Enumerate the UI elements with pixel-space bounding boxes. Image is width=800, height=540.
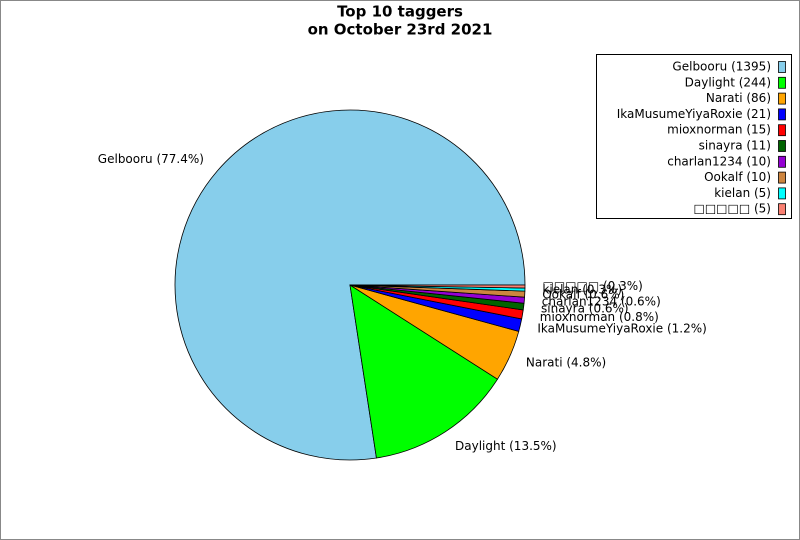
legend-label: mioxnorman (15) bbox=[667, 123, 771, 137]
pie-slice bbox=[349, 284, 526, 289]
legend-swatch bbox=[778, 92, 786, 105]
chart-title: Top 10 taggers bbox=[337, 3, 463, 21]
slice-label: kielan (0.3%) bbox=[542, 283, 622, 297]
legend-swatch bbox=[778, 61, 786, 73]
slice-label: IkaMusumeYiyaRoxie (1.2%) bbox=[537, 322, 706, 336]
legend-swatch bbox=[778, 155, 786, 168]
legend-label: Gelbooru (1395) bbox=[672, 60, 771, 74]
legend-label: sinayra (11) bbox=[699, 139, 771, 153]
legend-label: Ookalf (10) bbox=[704, 170, 771, 184]
legend-swatch bbox=[778, 108, 786, 121]
legend-swatch bbox=[778, 203, 786, 216]
legend-swatch bbox=[778, 187, 786, 200]
legend-swatch bbox=[778, 140, 786, 152]
chart-title: on October 23rd 2021 bbox=[308, 21, 493, 39]
slice-label: Ookalf (0.6%) bbox=[542, 288, 624, 302]
slice-label: charlan1234 (0.6%) bbox=[542, 294, 661, 308]
pie-slice bbox=[349, 284, 499, 459]
legend-label: Narati (86) bbox=[706, 91, 771, 105]
legend-swatch bbox=[778, 171, 786, 184]
slice-label: Narati (4.8%) bbox=[526, 356, 606, 370]
legend-label: □□□□□ (5) bbox=[693, 202, 771, 216]
legend-label: Daylight (244) bbox=[685, 75, 771, 89]
legend-swatch bbox=[778, 76, 786, 89]
legend-label: charlan1234 (10) bbox=[667, 154, 771, 168]
slice-label: Gelbooru (77.4%) bbox=[98, 152, 204, 166]
legend-label: kielan (5) bbox=[714, 186, 771, 200]
legend-swatch bbox=[778, 124, 786, 137]
slice-label: Daylight (13.5%) bbox=[455, 439, 557, 453]
slice-label: □□□□□ (0.3%) bbox=[542, 279, 642, 293]
slice-label: mioxnorman (0.8%) bbox=[540, 310, 659, 324]
legend-box bbox=[596, 54, 792, 219]
legend-label: IkaMusumeYiyaRoxie (21) bbox=[617, 107, 771, 121]
slice-label: sinayra (0.6%) bbox=[541, 301, 629, 315]
